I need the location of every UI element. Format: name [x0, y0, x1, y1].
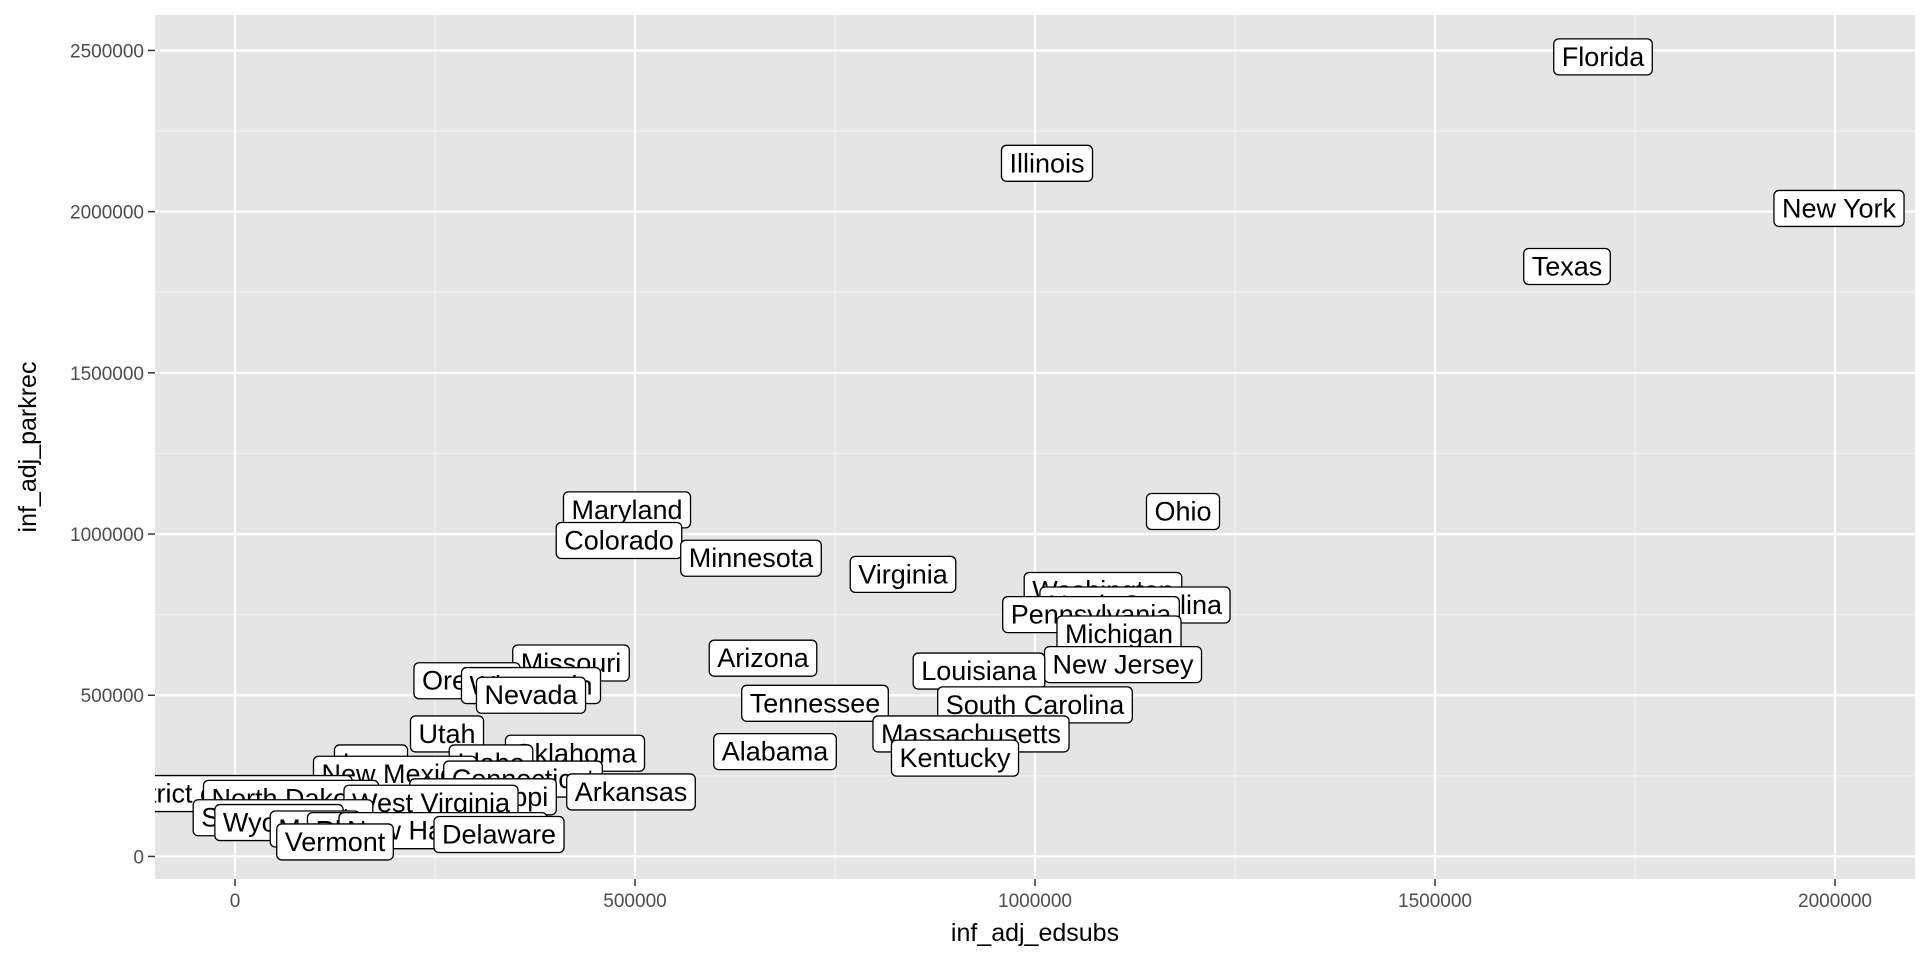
y-tick-label: 500000	[81, 686, 144, 707]
point-label-text: Michigan	[1065, 619, 1173, 649]
point-label-box	[1553, 38, 1653, 76]
point-label-box	[849, 555, 957, 593]
point-label-text: Illinois	[1009, 148, 1084, 178]
x-tick-label: 0	[230, 891, 241, 912]
point-label-text: Texas	[1532, 251, 1603, 281]
x-tick-label: 1000000	[998, 891, 1072, 912]
point-label-text: Virginia	[858, 559, 949, 589]
point-label: Minnesota	[680, 539, 822, 577]
point-label-text: Maryland	[571, 495, 682, 525]
point-label-box	[433, 815, 565, 854]
point-label-text: Vermont	[285, 827, 386, 857]
point-label: Florida	[1553, 38, 1653, 76]
point-label: Tennessee	[741, 684, 889, 722]
point-label-box	[708, 639, 818, 677]
point-label-box	[680, 539, 822, 577]
y-tick-label: 2500000	[70, 41, 144, 62]
point-label: Utah	[409, 715, 485, 753]
point-label: Colorado	[555, 521, 683, 560]
y-tick-label: 0	[133, 847, 144, 868]
point-label-text: Alabama	[722, 737, 830, 767]
point-label: Arkansas	[566, 773, 696, 811]
point-label-box	[475, 676, 587, 714]
point-label: South Carolina	[937, 686, 1133, 724]
x-tick-label: 2000000	[1798, 891, 1872, 912]
point-label-text: Ohio	[1154, 496, 1211, 526]
x-axis: 0 500000 1000000 1500000 2000000	[230, 879, 1872, 912]
point-label-text: New York	[1782, 193, 1897, 223]
point-label: Virginia	[849, 555, 957, 593]
point-label-box	[890, 739, 1020, 777]
point-label: Maryland	[562, 491, 692, 529]
point-label-box	[1145, 492, 1221, 531]
point-label-text: Louisiana	[921, 656, 1038, 686]
y-tick-label: 1500000	[70, 364, 144, 385]
point-label-text: Kentucky	[899, 743, 1011, 773]
point-label: Louisiana	[912, 652, 1046, 690]
point-label: Delaware	[433, 815, 565, 854]
y-axis-title: inf_adj_parkrec	[14, 362, 42, 533]
point-labels: Florida Illinois New York Texas Maryland Ohio…	[155, 38, 1905, 861]
point-label: Texas	[1523, 247, 1611, 286]
point-label: Alabama	[713, 733, 837, 771]
point-label-text: Tennessee	[750, 688, 881, 718]
point-label-text: Arkansas	[575, 777, 688, 807]
point-label-box	[555, 521, 683, 560]
x-tick-label: 1500000	[1398, 891, 1472, 912]
point-label-box	[741, 684, 889, 722]
point-label-text: Colorado	[564, 525, 674, 555]
point-label: Kentucky	[890, 739, 1020, 777]
point-label-box	[1523, 247, 1611, 286]
point-label-box	[1773, 189, 1905, 228]
point-label-text: Nevada	[484, 680, 578, 710]
point-label: Vermont	[276, 823, 394, 861]
point-label: Oklahoma	[504, 734, 646, 772]
point-label-box	[276, 823, 394, 861]
point-label: Michigan	[1056, 615, 1182, 653]
y-tick-label: 2000000	[70, 203, 144, 224]
point-label: Nevada	[475, 676, 587, 714]
x-axis-title: inf_adj_edsubs	[951, 919, 1119, 947]
y-axis: 0 500000 1000000 1500000 2000000 2500000	[70, 41, 155, 868]
x-tick-label: 500000	[603, 891, 666, 912]
point-label-text: New Jersey	[1052, 650, 1194, 680]
y-tick-label: 1000000	[70, 525, 144, 546]
point-label: Ohio	[1145, 492, 1221, 531]
point-label-box	[713, 733, 837, 771]
point-label-text: Minnesota	[689, 543, 815, 573]
point-label-text: Florida	[1562, 42, 1646, 72]
point-label-text: Delaware	[442, 820, 556, 850]
point-label-box	[1000, 144, 1094, 182]
point-label-box	[409, 715, 485, 753]
point-label: New York	[1773, 189, 1905, 228]
point-label: Illinois	[1000, 144, 1094, 182]
point-label-text: Utah	[418, 719, 475, 749]
point-label-box	[566, 773, 696, 811]
point-label: Arizona	[708, 639, 818, 677]
point-label-text: South Carolina	[946, 690, 1126, 720]
point-label: New Jersey	[1043, 645, 1203, 684]
point-label-text: Arizona	[717, 643, 810, 673]
